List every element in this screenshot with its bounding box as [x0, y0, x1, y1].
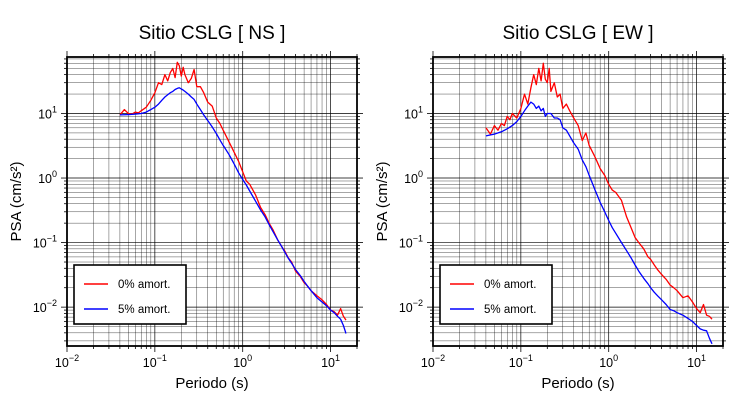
- x-tick-label: 100: [233, 353, 252, 370]
- y-tick-label: 100: [404, 169, 423, 186]
- legend: 0% amort. 5% amort.: [73, 264, 187, 325]
- x-tick-label: 10−2: [421, 353, 445, 370]
- chart-title: Sitio CSLG [ EW ]: [503, 23, 654, 44]
- series-line-5pct: [485, 101, 713, 345]
- y-tick-label: 100: [38, 169, 57, 186]
- chart-panel-ns: Sitio CSLG [ NS ] Periodo (s) PSA (cm/s²…: [8, 23, 363, 392]
- legend-label: 5% amort.: [118, 304, 170, 316]
- plot-frame: [432, 56, 724, 347]
- x-axis-label: Periodo (s): [541, 375, 614, 392]
- x-tick-label: 101: [321, 353, 340, 370]
- x-tick-label: 100: [599, 353, 618, 370]
- x-tick-label: 10−2: [55, 353, 79, 370]
- y-tick-label: 10−2: [33, 298, 57, 315]
- legend-box: [73, 264, 187, 325]
- series-line-0pct: [485, 62, 713, 320]
- y-tick-label: 101: [404, 104, 423, 121]
- x-tick-label: 101: [687, 353, 706, 370]
- y-tick-label: 10−2: [399, 298, 423, 315]
- y-tick-label: 10−1: [33, 234, 57, 251]
- chart-title: Sitio CSLG [ NS ]: [139, 23, 286, 44]
- legend-label: 0% amort.: [118, 279, 170, 291]
- legend-box: [439, 264, 553, 325]
- legend-label: 0% amort.: [484, 279, 536, 291]
- grid: [67, 57, 357, 346]
- y-axis-label: PSA (cm/s²): [8, 161, 25, 241]
- x-tick-label: 10−1: [143, 353, 167, 370]
- legend-label: 5% amort.: [484, 304, 536, 316]
- legend: 0% amort. 5% amort.: [439, 264, 553, 325]
- y-tick-label: 101: [38, 104, 57, 121]
- x-tick-label: 10−1: [509, 353, 533, 370]
- y-tick-label: 10−1: [399, 234, 423, 251]
- plot-frame: [66, 56, 358, 347]
- chart-panel-ew: Sitio CSLG [ EW ] Periodo (s) PSA (cm/s²…: [374, 23, 729, 392]
- x-axis-label: Periodo (s): [175, 375, 248, 392]
- y-axis-label: PSA (cm/s²): [374, 161, 391, 241]
- series-line-5pct: [119, 87, 347, 334]
